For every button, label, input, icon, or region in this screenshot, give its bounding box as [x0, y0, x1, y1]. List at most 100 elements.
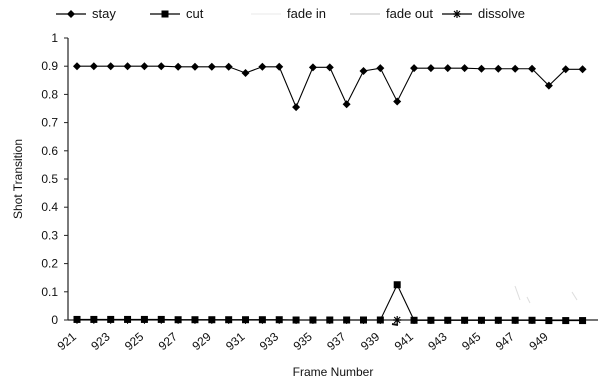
series-cut	[73, 281, 587, 325]
x-axis-label: Frame Number	[293, 365, 374, 379]
series-layer	[73, 62, 587, 325]
diamond-marker	[376, 64, 385, 73]
x-tick-label: 949	[526, 329, 551, 353]
y-axis-ticks: 0 0.1 0.2 0.3 0.4 0.5 0.6 0.7 0.8 0.9 1	[41, 31, 68, 327]
legend-label: cut	[186, 6, 204, 21]
y-tick-label: 0.4	[41, 200, 58, 214]
square-marker	[494, 316, 502, 324]
legend-label: dissolve	[478, 6, 525, 21]
diamond-marker	[359, 66, 368, 75]
y-tick-label: 0.6	[41, 144, 58, 158]
y-tick-label: 0.2	[41, 257, 58, 271]
square-marker	[107, 315, 115, 323]
diamond-marker	[67, 10, 75, 18]
x-tick-label: 937	[324, 329, 349, 353]
diamond-marker	[477, 64, 486, 73]
x-tick-label: 927	[156, 329, 181, 353]
square-marker	[410, 316, 418, 324]
square-marker	[461, 316, 469, 324]
y-tick-label: 0.3	[41, 228, 58, 242]
x-tick-label: 923	[88, 329, 113, 353]
square-marker	[90, 315, 98, 323]
square-marker	[359, 316, 367, 324]
diamond-marker	[426, 64, 435, 73]
diamond-marker	[393, 97, 402, 106]
square-marker	[309, 316, 317, 324]
x-tick-label: 921	[55, 329, 80, 353]
diamond-marker	[140, 62, 149, 71]
diamond-marker	[207, 62, 216, 71]
diamond-marker	[443, 64, 452, 73]
diamond-marker	[460, 64, 469, 73]
series-line	[77, 283, 583, 322]
y-tick-label: 1	[51, 31, 58, 45]
legend: stay cut fade in fade out dissolve	[56, 6, 525, 21]
square-marker	[174, 316, 182, 324]
plot-area: 0 0.1 0.2 0.3 0.4 0.5 0.6 0.7 0.8 0.9 1 921 923 925 9…	[41, 31, 598, 353]
faint-mark	[571, 291, 578, 301]
faint-mark	[514, 285, 531, 304]
legend-label: fade out	[386, 6, 433, 21]
diamond-marker	[494, 64, 503, 73]
square-marker	[326, 316, 334, 324]
legend-item-fade-out: fade out	[350, 6, 433, 21]
star-marker	[393, 316, 402, 324]
square-marker	[191, 316, 199, 324]
legend-item-cut: cut	[150, 6, 204, 21]
square-marker	[427, 316, 435, 324]
x-tick-label: 931	[223, 329, 248, 353]
square-marker	[140, 315, 148, 323]
legend-item-stay: stay	[56, 6, 116, 21]
stray-mark	[391, 323, 399, 326]
diamond-marker	[325, 63, 334, 72]
diamond-marker	[342, 100, 351, 109]
y-tick-label: 0.8	[41, 87, 58, 101]
square-marker	[157, 315, 165, 323]
diamond-marker	[258, 62, 267, 71]
square-marker	[124, 315, 132, 323]
square-marker	[477, 316, 485, 324]
diamond-marker	[544, 81, 553, 90]
series-dissolve	[393, 316, 402, 324]
x-tick-label: 947	[493, 329, 518, 353]
x-tick-label: 929	[189, 329, 214, 353]
y-tick-label: 0.5	[41, 172, 58, 186]
square-marker	[258, 316, 266, 324]
square-marker	[73, 315, 81, 323]
square-marker	[242, 316, 250, 324]
diamond-marker	[578, 65, 587, 74]
square-marker	[292, 316, 300, 324]
square-marker	[275, 316, 283, 324]
x-tick-label: 945	[459, 329, 484, 353]
diamond-marker	[511, 64, 520, 73]
y-tick-label: 0.9	[41, 59, 58, 73]
y-tick-label: 0	[51, 313, 58, 327]
series-line	[77, 65, 583, 109]
square-marker	[511, 316, 519, 324]
square-marker	[579, 317, 587, 325]
diamond-marker	[292, 103, 301, 112]
square-marker	[161, 10, 169, 18]
y-tick-label: 0.7	[41, 116, 58, 130]
diamond-marker	[308, 63, 317, 72]
diamond-marker	[157, 62, 166, 71]
diamond-marker	[106, 62, 115, 71]
square-marker	[343, 316, 351, 324]
x-axis-ticks: 921 923 925 927 929 931 933 935 937 939 941 943 945 9…	[55, 320, 567, 353]
x-tick-label: 925	[122, 329, 147, 353]
diamond-marker	[528, 64, 537, 73]
y-tick-label: 0.1	[41, 285, 58, 299]
square-marker	[444, 316, 452, 324]
star-marker	[453, 10, 461, 18]
x-tick-label: 939	[358, 329, 383, 353]
square-marker	[208, 316, 216, 324]
diamond-marker	[73, 62, 81, 71]
legend-label: fade in	[287, 6, 326, 21]
square-marker	[225, 316, 233, 324]
x-tick-label: 941	[392, 329, 417, 353]
diamond-marker	[241, 68, 250, 77]
y-axis-label: Shot Transition	[11, 139, 25, 219]
diamond-marker	[89, 62, 98, 71]
x-tick-label: 935	[291, 329, 316, 353]
